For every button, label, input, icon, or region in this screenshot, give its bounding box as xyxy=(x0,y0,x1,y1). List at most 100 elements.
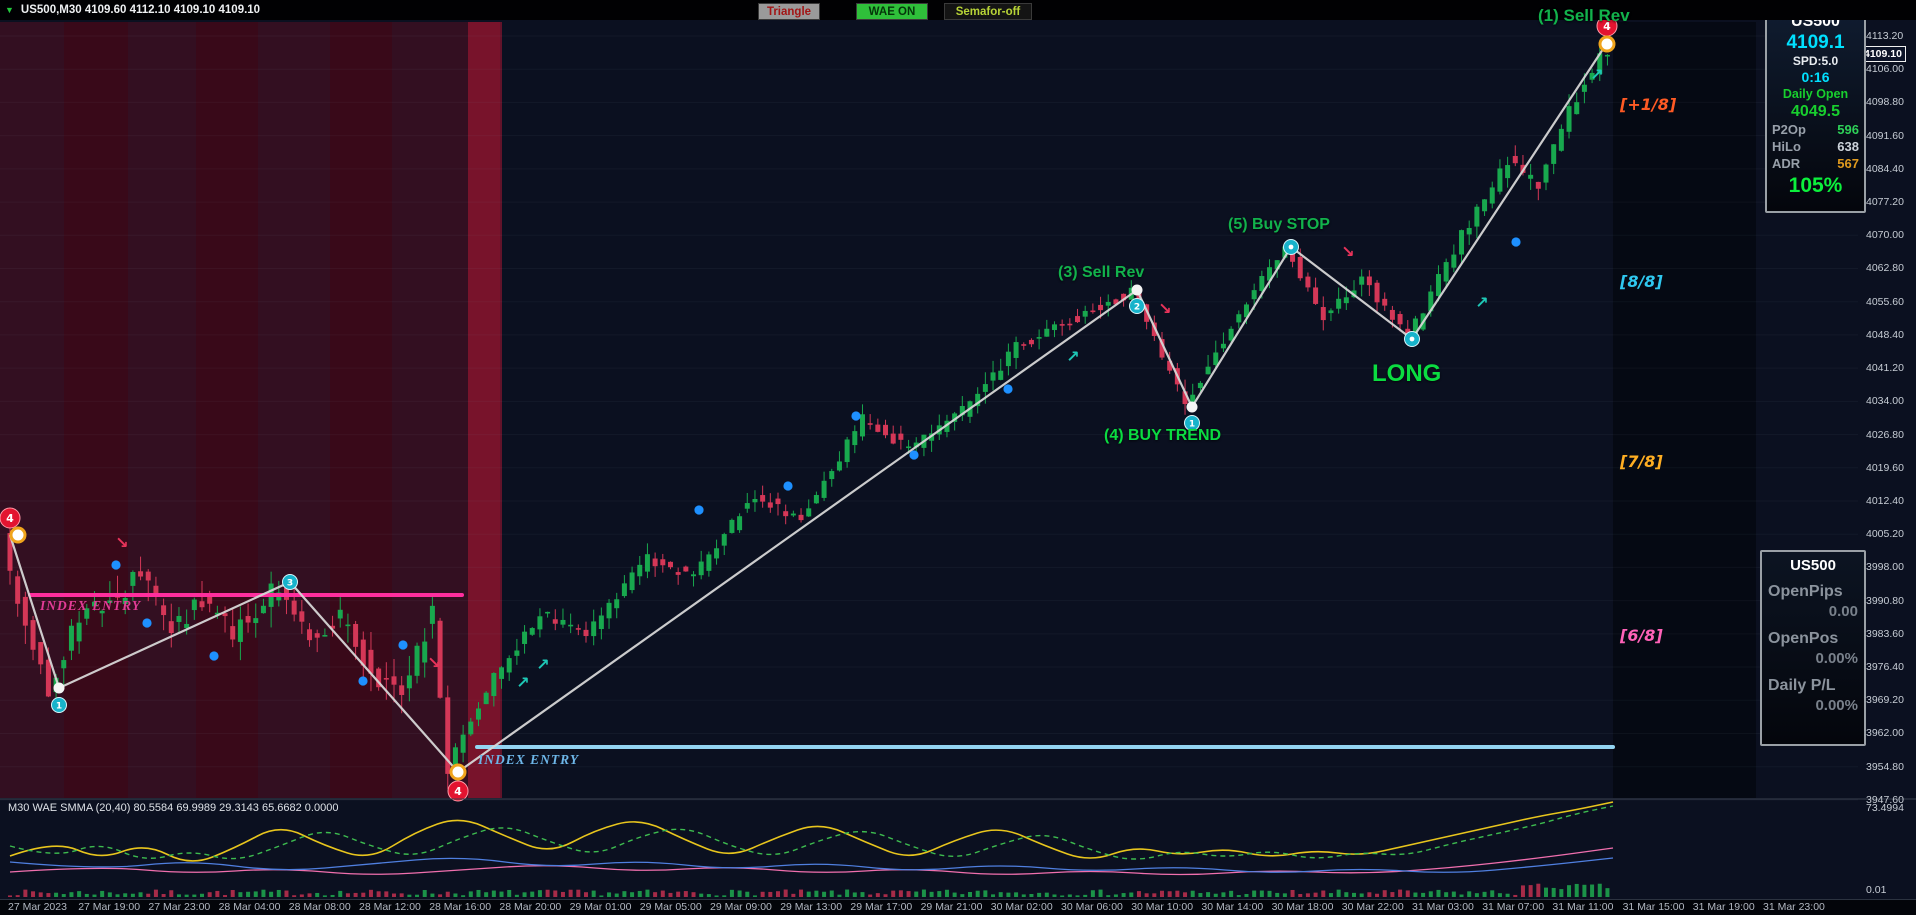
candle-body xyxy=(383,677,389,680)
histogram-bar xyxy=(991,894,996,897)
histogram-bar xyxy=(361,892,366,897)
semafor-ring-marker[interactable] xyxy=(9,526,27,544)
histogram-bar xyxy=(1090,890,1095,897)
wae-toggle-button[interactable]: WAE ON xyxy=(856,3,928,20)
histogram-bar xyxy=(38,892,43,897)
symbol-ohlc-text: US500,M30 4109.60 4112.10 4109.10 4109.1… xyxy=(20,4,261,16)
histogram-bar xyxy=(545,889,550,897)
symbol-dropdown-icon[interactable]: ▼ xyxy=(5,5,14,15)
histogram-bar xyxy=(1060,895,1065,897)
candle-body xyxy=(514,650,520,656)
semafor-teal-marker[interactable] xyxy=(282,574,298,590)
histogram-bar xyxy=(875,893,880,897)
candle-body xyxy=(1566,106,1572,132)
semafor-teal-dot xyxy=(1288,244,1294,250)
candle-body xyxy=(1005,351,1011,367)
histogram-bar xyxy=(637,890,642,897)
murrey-level-label: [8/8] xyxy=(1620,272,1663,291)
time-tick-label: 31 Mar 03:00 xyxy=(1412,901,1474,913)
candle-body xyxy=(376,668,382,688)
histogram-bar xyxy=(676,891,681,897)
histogram-bar xyxy=(1497,893,1502,897)
histogram-bar xyxy=(8,895,12,897)
histogram-bar xyxy=(84,893,89,897)
candle-body xyxy=(767,502,773,508)
time-tick-label: 28 Mar 08:00 xyxy=(288,901,351,913)
candle-body xyxy=(606,602,612,619)
histogram-bar xyxy=(1567,885,1572,897)
histogram-bar xyxy=(1290,889,1295,897)
histogram-bar xyxy=(161,894,166,897)
histogram-bar xyxy=(1029,893,1034,897)
histogram-bar xyxy=(1590,884,1595,897)
info-row-label: P2Op xyxy=(1772,122,1806,137)
semafor-teal-marker[interactable] xyxy=(1129,298,1145,314)
semafor-ring-marker[interactable] xyxy=(449,763,467,781)
candle-body xyxy=(1044,328,1050,337)
info-row-label: HiLo xyxy=(1772,139,1801,154)
blue-dot xyxy=(909,450,919,460)
candle-body xyxy=(1313,287,1319,304)
histogram-bar xyxy=(192,894,197,897)
position-row-label: Daily P/L xyxy=(1768,677,1836,694)
candle-body xyxy=(859,414,865,437)
price-tick-label: 4106.00 xyxy=(1866,63,1904,76)
candle-body xyxy=(299,611,305,622)
candle-body xyxy=(76,622,82,642)
histogram-bar xyxy=(223,895,228,897)
semafor-ring-marker[interactable] xyxy=(1598,35,1616,53)
histogram-bar xyxy=(1382,890,1387,897)
histogram-bar xyxy=(745,891,750,897)
histogram-bar xyxy=(845,889,850,897)
session-band xyxy=(330,22,392,798)
semafor-teal-marker[interactable] xyxy=(1184,415,1200,431)
semafor-white-marker[interactable] xyxy=(53,682,65,694)
candle-body xyxy=(1082,310,1088,317)
candle-body xyxy=(1574,102,1580,115)
triangle-button[interactable]: Triangle xyxy=(758,3,820,20)
semafor-4-marker[interactable] xyxy=(0,507,21,529)
semafor-toggle-button[interactable]: Semafor-off xyxy=(944,3,1032,20)
time-tick-label: 29 Mar 13:00 xyxy=(780,901,843,913)
time-tick-label: 27 Mar 19:00 xyxy=(78,901,141,913)
histogram-bar xyxy=(284,890,289,897)
current-price-tag: 4109.10 xyxy=(1860,46,1906,62)
price-tick-label: 4091.60 xyxy=(1866,129,1904,142)
histogram-bar xyxy=(1190,890,1195,897)
histogram-bar xyxy=(660,890,665,897)
histogram-bar xyxy=(54,892,59,897)
histogram-bar xyxy=(1259,890,1264,897)
histogram-bar xyxy=(1183,892,1188,897)
candle-body xyxy=(138,571,144,577)
blue-dot xyxy=(1003,384,1013,394)
semafor-4-number: 4 xyxy=(6,512,14,525)
candle-body xyxy=(1474,206,1480,227)
histogram-bar xyxy=(1605,888,1610,897)
semafor-white-marker[interactable] xyxy=(1131,284,1143,296)
buy-arrow-icon: ↗ xyxy=(1066,347,1079,366)
price-tick-label: 3947.60 xyxy=(1866,793,1904,806)
semafor-white-marker[interactable] xyxy=(1186,401,1198,413)
candle-timer: 0:16 xyxy=(1801,69,1830,85)
histogram-bar xyxy=(1390,892,1395,897)
candle-body xyxy=(1259,276,1265,291)
candle-body xyxy=(30,620,36,650)
candle-body xyxy=(1167,360,1173,371)
histogram-bar xyxy=(269,891,274,897)
buy-arrow-icon: ↗ xyxy=(536,655,549,674)
semafor-4-marker[interactable] xyxy=(447,780,469,802)
candle-body xyxy=(45,659,51,697)
time-tick-label: 28 Mar 12:00 xyxy=(359,901,421,913)
histogram-bar xyxy=(430,893,435,897)
candle-body xyxy=(191,599,197,611)
histogram-bar xyxy=(292,895,297,897)
histogram-bar xyxy=(246,891,251,897)
histogram-bar xyxy=(484,892,489,897)
histogram-bar xyxy=(184,894,189,897)
candle-body xyxy=(1190,394,1196,404)
semafor-teal-marker[interactable] xyxy=(51,697,67,713)
price-tick-label: 4005.20 xyxy=(1866,528,1904,541)
candle-body xyxy=(691,574,697,577)
candle-body xyxy=(1435,274,1441,296)
